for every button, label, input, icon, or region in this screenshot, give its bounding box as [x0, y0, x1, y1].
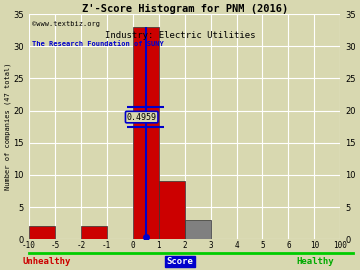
Text: 0.4959: 0.4959	[127, 113, 157, 122]
Text: Industry: Electric Utilities: Industry: Electric Utilities	[105, 31, 255, 40]
Text: Unhealthy: Unhealthy	[23, 257, 71, 266]
Bar	[133, 27, 159, 239]
Y-axis label: Number of companies (47 total): Number of companies (47 total)	[4, 63, 11, 190]
Bar	[185, 220, 211, 239]
Bar	[29, 226, 55, 239]
Bar	[81, 226, 107, 239]
Text: The Research Foundation of SUNY: The Research Foundation of SUNY	[32, 41, 164, 47]
Bar	[159, 181, 185, 239]
Text: ©www.textbiz.org: ©www.textbiz.org	[32, 21, 100, 27]
Title: Z'-Score Histogram for PNM (2016): Z'-Score Histogram for PNM (2016)	[81, 4, 288, 14]
Text: Score: Score	[167, 257, 193, 266]
Text: Healthy: Healthy	[296, 257, 334, 266]
